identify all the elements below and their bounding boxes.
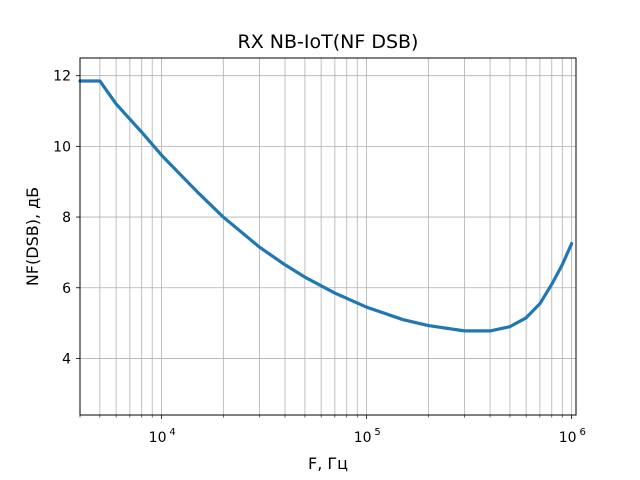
- x-tick-label: 10: [149, 430, 167, 446]
- plot-area: [78, 79, 574, 333]
- y-tick-label: 4: [62, 351, 71, 367]
- series-line: [78, 79, 574, 333]
- y-tick-label: 6: [62, 281, 71, 297]
- y-axis-label: NF(DSB), дБ: [23, 187, 42, 286]
- x-tick-label: 10: [559, 430, 577, 446]
- x-tick-label-exponent: 6: [579, 427, 585, 438]
- x-axis-label: F, Гц: [308, 454, 348, 473]
- y-tick-label: 10: [53, 139, 71, 155]
- x-tick-label-exponent: 5: [374, 427, 380, 438]
- chart-title: RX NB-IoT(NF DSB): [238, 31, 419, 53]
- axes-frame: [79, 57, 577, 416]
- x-tick-label-exponent: 4: [169, 427, 175, 438]
- y-tick-label: 12: [53, 69, 71, 85]
- grid: [79, 58, 576, 415]
- y-tick-label: 8: [62, 210, 71, 226]
- x-tick-label: 10: [354, 430, 372, 446]
